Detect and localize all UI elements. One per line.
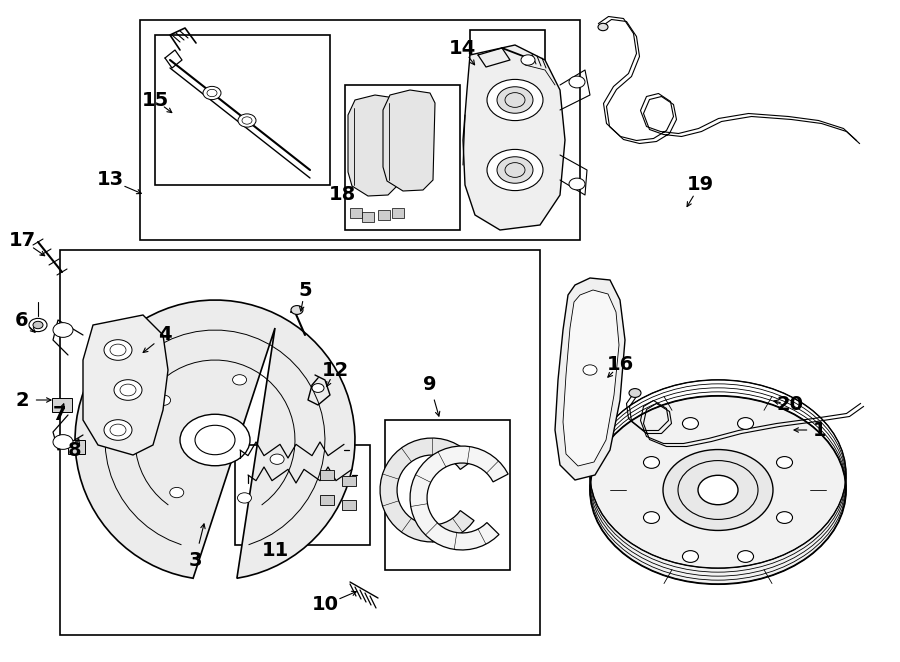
- Ellipse shape: [53, 435, 73, 449]
- Ellipse shape: [682, 551, 698, 563]
- Text: 19: 19: [687, 175, 714, 195]
- Polygon shape: [350, 208, 362, 218]
- Polygon shape: [378, 210, 390, 220]
- Ellipse shape: [29, 318, 47, 332]
- Text: 20: 20: [777, 395, 804, 414]
- Polygon shape: [68, 440, 85, 454]
- Text: 18: 18: [328, 185, 356, 205]
- Text: 10: 10: [311, 596, 338, 614]
- Text: 2: 2: [15, 391, 29, 410]
- Ellipse shape: [114, 380, 142, 401]
- Ellipse shape: [33, 321, 43, 328]
- Ellipse shape: [232, 375, 247, 385]
- Text: 15: 15: [141, 91, 168, 109]
- Polygon shape: [342, 476, 356, 486]
- Ellipse shape: [644, 512, 660, 524]
- Ellipse shape: [487, 79, 543, 120]
- Polygon shape: [320, 470, 334, 480]
- Ellipse shape: [104, 420, 132, 440]
- Ellipse shape: [238, 493, 251, 503]
- Ellipse shape: [682, 418, 698, 430]
- Text: 12: 12: [321, 361, 348, 379]
- Text: 17: 17: [8, 230, 36, 250]
- Ellipse shape: [157, 395, 171, 405]
- Ellipse shape: [777, 512, 793, 524]
- Ellipse shape: [170, 487, 184, 498]
- Ellipse shape: [569, 76, 585, 88]
- Polygon shape: [320, 495, 334, 505]
- Polygon shape: [83, 315, 168, 455]
- Ellipse shape: [203, 86, 221, 99]
- Ellipse shape: [497, 157, 533, 183]
- Ellipse shape: [53, 322, 73, 338]
- Bar: [140, 20, 580, 240]
- Polygon shape: [410, 446, 508, 550]
- Ellipse shape: [583, 365, 597, 375]
- Ellipse shape: [590, 396, 846, 584]
- Polygon shape: [75, 300, 355, 579]
- Ellipse shape: [644, 457, 660, 468]
- Ellipse shape: [238, 114, 256, 127]
- Polygon shape: [555, 278, 625, 480]
- Ellipse shape: [104, 340, 132, 360]
- Bar: [345, 85, 460, 230]
- Text: 13: 13: [96, 171, 123, 189]
- Polygon shape: [380, 438, 474, 542]
- Bar: [385, 420, 510, 570]
- Ellipse shape: [777, 457, 793, 468]
- Bar: [155, 35, 330, 185]
- Polygon shape: [463, 45, 565, 230]
- Text: 16: 16: [607, 355, 634, 375]
- Text: 11: 11: [261, 540, 289, 559]
- Ellipse shape: [738, 551, 753, 563]
- Polygon shape: [392, 208, 404, 218]
- Ellipse shape: [312, 383, 324, 393]
- Ellipse shape: [663, 449, 773, 530]
- Text: 8: 8: [68, 440, 82, 459]
- Text: 14: 14: [448, 38, 475, 58]
- Ellipse shape: [487, 150, 543, 191]
- Ellipse shape: [569, 178, 585, 190]
- Polygon shape: [362, 212, 374, 222]
- Polygon shape: [563, 290, 619, 466]
- Polygon shape: [342, 500, 356, 510]
- Polygon shape: [383, 90, 435, 191]
- Ellipse shape: [291, 306, 303, 314]
- Ellipse shape: [598, 23, 608, 30]
- Ellipse shape: [180, 414, 250, 466]
- Ellipse shape: [270, 454, 284, 464]
- Text: 3: 3: [188, 551, 202, 569]
- Ellipse shape: [629, 389, 641, 397]
- Ellipse shape: [738, 418, 753, 430]
- Text: 4: 4: [158, 326, 172, 344]
- Bar: [60, 250, 540, 635]
- Bar: [470, 30, 545, 95]
- Ellipse shape: [497, 87, 533, 113]
- Text: 7: 7: [53, 406, 67, 424]
- Text: 6: 6: [15, 310, 29, 330]
- Polygon shape: [52, 398, 72, 412]
- Ellipse shape: [521, 55, 535, 65]
- Text: 5: 5: [298, 281, 311, 299]
- Text: 9: 9: [423, 375, 436, 395]
- Ellipse shape: [698, 475, 738, 504]
- Text: 1: 1: [814, 420, 827, 440]
- Polygon shape: [348, 95, 400, 196]
- Bar: [235, 445, 370, 545]
